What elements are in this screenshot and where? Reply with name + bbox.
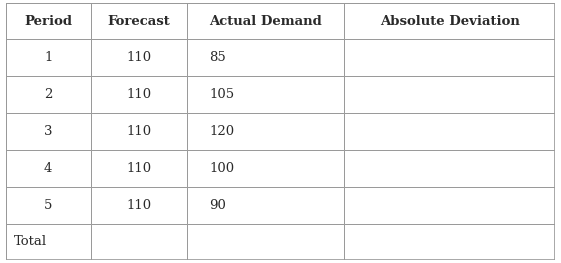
Bar: [6, 3, 91, 39]
Text: 3: 3: [44, 125, 53, 138]
Text: 90: 90: [209, 199, 226, 212]
Text: 85: 85: [209, 51, 226, 64]
Bar: [344, 76, 555, 113]
Bar: [187, 39, 344, 76]
Text: 1: 1: [44, 51, 52, 64]
Text: Actual Demand: Actual Demand: [209, 14, 322, 28]
Bar: [187, 150, 344, 187]
Text: 110: 110: [126, 51, 151, 64]
Bar: [6, 39, 91, 76]
Bar: [6, 224, 91, 260]
Bar: [6, 76, 91, 113]
Text: 110: 110: [126, 125, 151, 138]
Text: 2: 2: [44, 88, 52, 101]
Bar: [187, 224, 344, 260]
Bar: [344, 150, 555, 187]
Text: Absolute Deviation: Absolute Deviation: [380, 14, 519, 28]
Bar: [6, 113, 91, 150]
Bar: [344, 3, 555, 39]
Text: 4: 4: [44, 162, 52, 175]
Text: 110: 110: [126, 88, 151, 101]
Bar: [187, 187, 344, 224]
Text: Forecast: Forecast: [108, 14, 171, 28]
Text: Total: Total: [14, 235, 47, 249]
Text: 5: 5: [44, 199, 52, 212]
Text: 110: 110: [126, 199, 151, 212]
Text: 105: 105: [209, 88, 234, 101]
Bar: [91, 3, 187, 39]
Bar: [91, 150, 187, 187]
Text: Period: Period: [24, 14, 72, 28]
Bar: [6, 187, 91, 224]
Text: 100: 100: [209, 162, 234, 175]
Bar: [91, 113, 187, 150]
Bar: [91, 224, 187, 260]
Bar: [187, 76, 344, 113]
Bar: [6, 150, 91, 187]
Bar: [91, 76, 187, 113]
Bar: [187, 3, 344, 39]
Bar: [91, 39, 187, 76]
Text: 110: 110: [126, 162, 151, 175]
Bar: [344, 224, 555, 260]
Bar: [187, 113, 344, 150]
Bar: [344, 187, 555, 224]
Bar: [344, 113, 555, 150]
Bar: [91, 187, 187, 224]
Bar: [344, 39, 555, 76]
Text: 120: 120: [209, 125, 234, 138]
